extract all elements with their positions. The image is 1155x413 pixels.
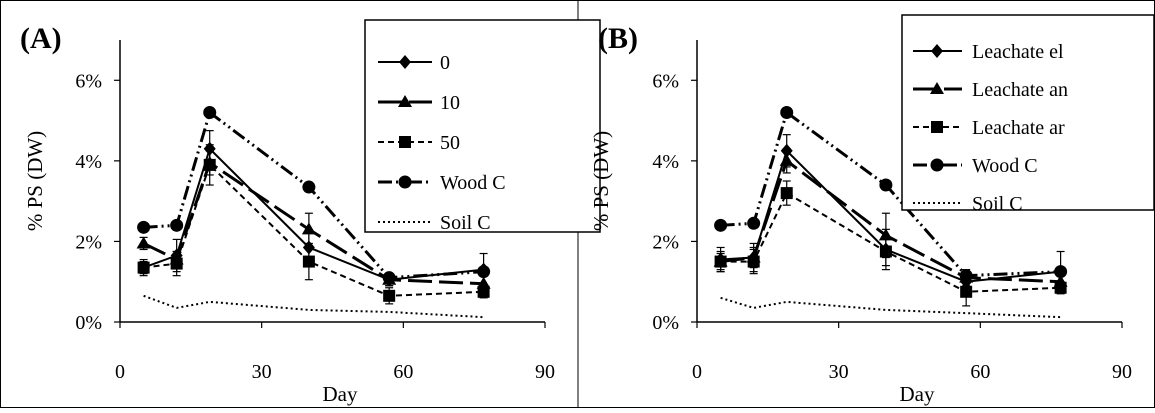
- data-point: [137, 261, 150, 274]
- data-point: [477, 285, 490, 298]
- legend-label: 0: [440, 52, 450, 74]
- series-line: [143, 146, 484, 281]
- legend-marker: [930, 158, 944, 172]
- series-leachate-ar: [714, 180, 1067, 307]
- data-point: [302, 255, 315, 268]
- data-point: [959, 269, 973, 283]
- legend-label: Leachate el: [972, 41, 1064, 63]
- legend-marker: [931, 121, 943, 133]
- y-axis-title: % PS (DW): [23, 131, 47, 231]
- legend-label: Leachate an: [972, 79, 1068, 101]
- y-tick-label: 6%: [75, 70, 102, 92]
- data-point: [779, 153, 794, 166]
- chart-panel-b: (B) 0% 2% 4% 6% 0 30 60 90 Day % PS (DW) Leachate e…: [589, 14, 1155, 406]
- data-point: [780, 106, 794, 120]
- legend-marker: [399, 55, 411, 69]
- y-axis-title: % PS (DW): [589, 131, 613, 231]
- data-point: [780, 187, 793, 200]
- data-point: [302, 180, 316, 194]
- y-tick-label: 2%: [75, 231, 102, 253]
- data-point: [301, 222, 316, 235]
- data-point: [747, 216, 761, 230]
- data-point: [1054, 265, 1068, 279]
- legend-box: [364, 19, 601, 233]
- legend-item: Wood C: [378, 172, 506, 194]
- legend-label: 50: [440, 132, 460, 154]
- x-tick-label: 0: [115, 361, 125, 383]
- legend-item: Wood C: [913, 155, 1038, 177]
- x-tick-label: 90: [1112, 361, 1132, 383]
- data-point: [203, 106, 217, 120]
- data-point: [137, 220, 151, 234]
- legend-item: 10: [378, 92, 460, 114]
- data-point: [879, 245, 892, 258]
- data-point: [136, 236, 151, 249]
- y-tick-label: 0%: [652, 312, 679, 334]
- data-point: [879, 178, 893, 192]
- data-point: [714, 218, 728, 232]
- legend-item: Leachate an: [913, 79, 1068, 101]
- series-line: [720, 110, 1061, 278]
- legend-item: Soil C: [378, 212, 491, 234]
- y-tick-label: 6%: [652, 70, 679, 92]
- data-point: [382, 271, 396, 285]
- y-tick-label: 0%: [75, 312, 102, 334]
- legend-item: Leachate ar: [913, 117, 1065, 139]
- legend-label: Wood C: [440, 172, 506, 194]
- legend-item: 0: [378, 52, 450, 74]
- y-tick-label: 4%: [75, 151, 102, 173]
- data-point: [1054, 281, 1067, 294]
- panel-label: (A): [20, 22, 62, 55]
- legend-label: Wood C: [972, 155, 1038, 177]
- series-soil-c: [720, 296, 1061, 319]
- data-point: [960, 285, 973, 298]
- legend-marker: [931, 44, 943, 58]
- y-tick-label: 2%: [652, 231, 679, 253]
- series-line: [720, 296, 1061, 319]
- data-point: [477, 265, 491, 279]
- legend-label: 10: [440, 92, 460, 114]
- legend: 0 10 50 Wood C Soil C: [364, 19, 601, 234]
- series-line: [720, 158, 1061, 284]
- legend-item: Soil C: [913, 193, 1023, 215]
- legend-label: Soil C: [972, 193, 1023, 215]
- x-tick-label: 90: [535, 361, 555, 383]
- data-point: [747, 255, 760, 268]
- data-point: [203, 158, 216, 171]
- series-soil-c: [143, 294, 484, 319]
- data-point: [714, 255, 727, 268]
- x-axis-title: Day: [900, 382, 935, 406]
- chart-panel-a: (A) 0% 2% 4% 6% 0 30 60 90 Day % PS (DW) 0 10 50 Wood …: [20, 19, 601, 406]
- legend-label: Leachate ar: [972, 117, 1065, 139]
- x-tick-label: 60: [970, 361, 990, 383]
- series-50: [137, 144, 490, 305]
- legend: Leachate el Leachate an Leachate ar Wood C S…: [901, 14, 1155, 215]
- panel-label: (B): [598, 22, 638, 55]
- legend-marker: [398, 175, 412, 189]
- legend-label: Soil C: [440, 212, 491, 234]
- legend-item: Leachate el: [913, 41, 1064, 63]
- legend-item: 50: [378, 132, 460, 154]
- data-point: [170, 218, 184, 232]
- legend-box: [901, 14, 1155, 211]
- series-line: [143, 294, 484, 319]
- legend-marker: [398, 95, 412, 107]
- x-tick-label: 30: [252, 361, 272, 383]
- series-line: [143, 110, 484, 280]
- series-line: [142, 160, 484, 286]
- y-tick-label: 4%: [652, 151, 679, 173]
- legend-marker: [399, 136, 411, 148]
- x-tick-label: 0: [692, 361, 702, 383]
- data-point: [170, 257, 183, 270]
- x-tick-label: 60: [393, 361, 413, 383]
- x-tick-label: 30: [829, 361, 849, 383]
- x-axis-title: Day: [323, 382, 358, 406]
- legend-marker: [930, 82, 944, 94]
- data-point: [383, 289, 396, 302]
- series-wood-c: [714, 106, 1068, 283]
- series-wood-c: [137, 106, 491, 285]
